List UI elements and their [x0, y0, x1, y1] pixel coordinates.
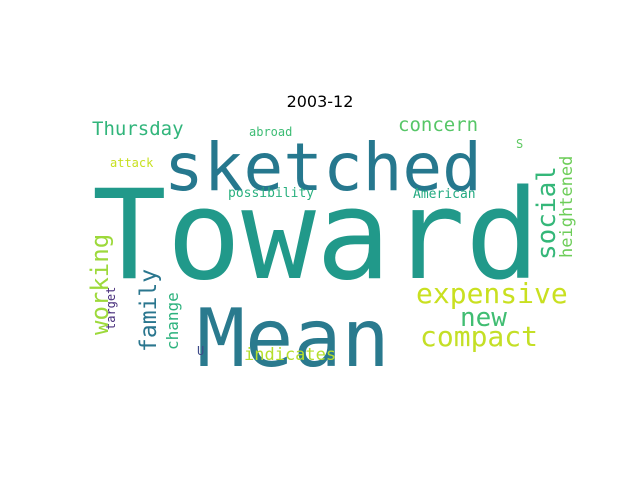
- word-change: change: [163, 292, 182, 350]
- word-indicates: indicates: [244, 345, 336, 365]
- word-family: family: [136, 269, 162, 352]
- word-concern: concern: [398, 114, 478, 136]
- word-mean: Mean: [197, 292, 390, 385]
- word-heightened: heightened: [557, 156, 577, 258]
- chart-title: 2003-12: [286, 92, 354, 111]
- word-new: new: [460, 303, 507, 333]
- word-possibility: possibility: [228, 186, 314, 201]
- word-toward: Toward: [92, 164, 540, 308]
- word-u: U: [197, 344, 204, 358]
- word-working: working: [86, 234, 114, 335]
- word-abroad: abroad: [249, 125, 292, 139]
- word-expensive: expensive: [416, 277, 568, 310]
- word-social: social: [532, 166, 562, 260]
- word-thursday: Thursday: [92, 118, 184, 140]
- word-target: target: [104, 287, 118, 330]
- word-s: S: [516, 137, 523, 151]
- word-attack: attack: [110, 156, 154, 170]
- word-sketched: sketched: [164, 129, 482, 206]
- word-american: American: [413, 187, 476, 202]
- word-compact: compact: [420, 320, 538, 353]
